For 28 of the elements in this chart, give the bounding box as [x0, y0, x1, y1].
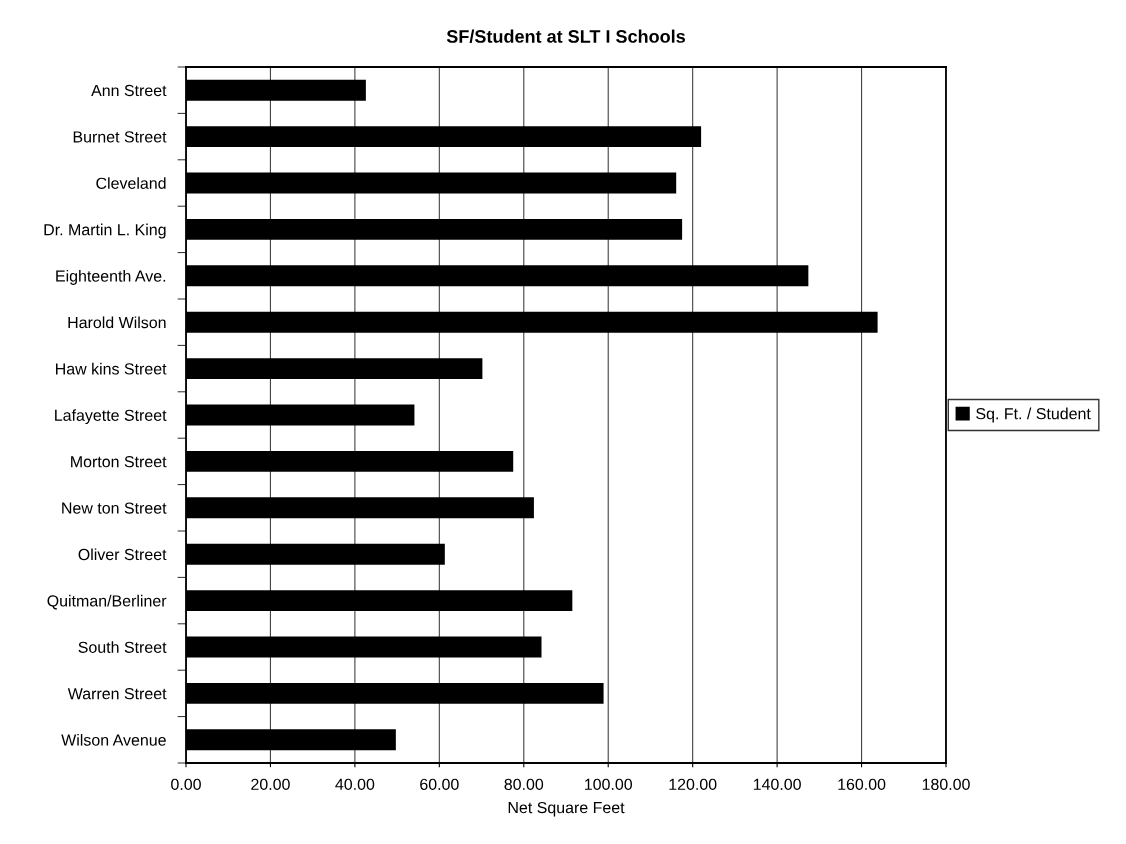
y-tick-label: Oliver Street	[78, 548, 167, 561]
y-tick-label: New ton Street	[62, 502, 167, 514]
x-tick-label: 140.00	[753, 778, 801, 791]
x-tick-label: 80.00	[504, 778, 544, 791]
y-tick-label: Dr. Martin L. King	[44, 223, 166, 239]
legend-label: Sq. Ft. / Student	[976, 407, 1091, 423]
x-tick-label: 120.00	[669, 778, 717, 791]
y-tick-label: Warren Street	[67, 688, 167, 700]
y-tick-label: Haw kins Street	[56, 362, 167, 375]
x-tick-label: 60.00	[420, 778, 459, 791]
chart-title: SF/Student at SLT I Schools	[446, 29, 685, 44]
y-tick-label: Ann Street	[91, 84, 167, 97]
x-tick-label: 180.00	[922, 778, 970, 791]
x-tick-label: 20.00	[251, 778, 290, 791]
y-tick-label: Quitman/Berliner	[47, 594, 167, 610]
x-tick-label: 100.00	[585, 778, 633, 791]
y-tick-label: Harold Wilson	[68, 316, 166, 329]
y-tick-label: Wilson Avenue	[61, 734, 166, 746]
y-tick-label: Lafayette Street	[55, 409, 167, 425]
y-tick-label: Burnet Street	[73, 131, 167, 143]
x-tick-label: 160.00	[838, 778, 886, 791]
y-tick-label: Morton Street	[71, 456, 167, 468]
x-axis-title: Net Square Feet	[508, 801, 625, 817]
x-tick-label: 0.00	[171, 778, 201, 791]
y-tick-label: Eighteenth Ave.	[56, 270, 166, 285]
x-tick-label: 40.00	[335, 778, 375, 791]
y-tick-label: Cleveland	[96, 177, 166, 189]
y-tick-label: South Street	[78, 641, 167, 653]
